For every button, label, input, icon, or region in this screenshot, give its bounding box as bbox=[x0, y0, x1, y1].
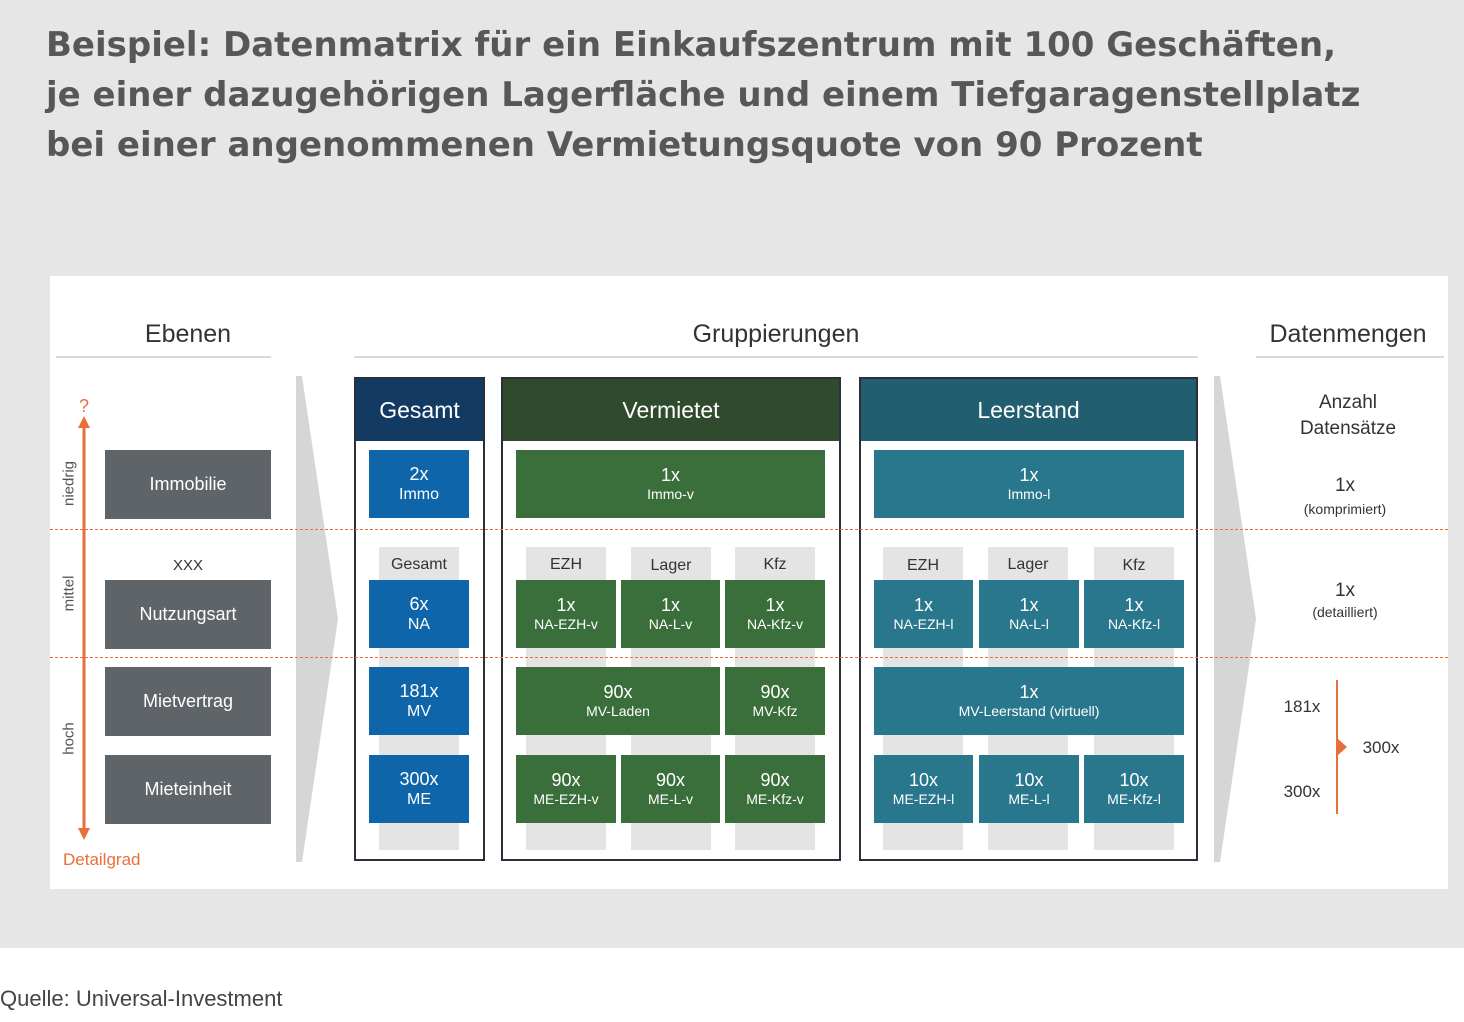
datenmengen-mv-count: 181x bbox=[1283, 697, 1321, 716]
datenmengen-total-count: 300x bbox=[1362, 738, 1400, 757]
level-nutzungsart: Nutzungsart bbox=[105, 580, 271, 649]
level-mietvertrag: Mietvertrag bbox=[105, 667, 271, 736]
chevron-arrow-left bbox=[296, 376, 338, 862]
cell-leerstand-na-ezh: 1x NA-EZH-l bbox=[874, 580, 973, 648]
page-title: Beispiel: Datenmatrix für ein Einkaufsze… bbox=[46, 20, 1426, 170]
datenmengen-me-count: 300x bbox=[1283, 782, 1321, 801]
cell-vermietet-immo: 1x Immo-v bbox=[516, 450, 825, 518]
title-line-1: Beispiel: Datenmatrix für ein Einkaufsze… bbox=[46, 25, 1336, 65]
cell-gesamt-immo: 2x Immo bbox=[369, 450, 469, 518]
cell-gesamt-na: 6x NA bbox=[369, 580, 469, 648]
title-line-3: bei einer angenommenen Vermietungsquote … bbox=[46, 125, 1203, 165]
group-gesamt-header: Gesamt bbox=[356, 379, 483, 441]
axis-label-niedrig: niedrig bbox=[60, 460, 78, 507]
separator-niedrig-mittel bbox=[50, 529, 1448, 530]
leerstand-col-lager: Lager bbox=[1007, 556, 1049, 573]
cell-vermietet-me-kfz: 90x ME-Kfz-v bbox=[725, 755, 825, 823]
cell-leerstand-me-kfz: 10x ME-Kfz-l bbox=[1084, 755, 1184, 823]
level-xxx-label: XXX bbox=[172, 557, 203, 574]
cell-gesamt-mv: 181x MV bbox=[369, 667, 469, 735]
cell-leerstand-immo: 1x Immo-l bbox=[874, 450, 1184, 518]
source-note: Quelle: Universal-Investment bbox=[0, 986, 283, 1011]
cell-leerstand-me-l: 10x ME-L-l bbox=[979, 755, 1079, 823]
level-immobilie: Immobilie bbox=[105, 450, 271, 519]
axis-arrow-icon bbox=[78, 416, 90, 840]
cell-vermietet-na-ezh: 1x NA-EZH-v bbox=[516, 580, 616, 648]
gesamt-column-label: Gesamt bbox=[390, 556, 447, 573]
cell-vermietet-me-l: 90x ME-L-v bbox=[621, 755, 720, 823]
header-gruppierungen: Gruppierungen bbox=[692, 320, 860, 348]
leerstand-col-ezh: EZH bbox=[907, 557, 939, 574]
datenmengen-bracket-arrow-icon bbox=[1336, 680, 1347, 814]
axis-label-mittel: mittel bbox=[60, 575, 78, 612]
cell-vermietet-na-l: 1x NA-L-v bbox=[621, 580, 720, 648]
datenmengen-row2-count: 1x bbox=[1334, 580, 1356, 601]
header-datenmengen-rule bbox=[1256, 356, 1444, 358]
cell-leerstand-na-l: 1x NA-L-l bbox=[979, 580, 1079, 648]
cell-leerstand-mv: 1x MV-Leerstand (virtuell) bbox=[874, 667, 1184, 735]
cell-leerstand-me-ezh: 10x ME-EZH-l bbox=[874, 755, 973, 823]
header-ebenen-rule bbox=[56, 356, 271, 358]
header-datenmengen: Datenmengen bbox=[1269, 320, 1427, 348]
datenmengen-row2-label: (detailliert) bbox=[1312, 604, 1378, 620]
cell-vermietet-me-ezh: 90x ME-EZH-v bbox=[516, 755, 616, 823]
cell-vermietet-mv-kfz: 90x MV-Kfz bbox=[725, 667, 825, 735]
axis-question-mark: ? bbox=[78, 396, 89, 416]
cell-vermietet-na-kfz: 1x NA-Kfz-v bbox=[725, 580, 825, 648]
cell-leerstand-na-kfz: 1x NA-Kfz-l bbox=[1084, 580, 1184, 648]
vermietet-col-kfz: Kfz bbox=[763, 556, 787, 573]
cell-vermietet-mv-laden: 90x MV-Laden bbox=[516, 667, 720, 735]
vermietet-col-ezh: EZH bbox=[550, 556, 582, 573]
header-gruppierungen-rule bbox=[354, 356, 1198, 358]
separator-mittel-hoch bbox=[50, 657, 1448, 658]
level-mieteinheit: Mieteinheit bbox=[105, 755, 271, 824]
header-ebenen: Ebenen bbox=[144, 320, 232, 348]
axis-label-hoch: hoch bbox=[60, 722, 78, 755]
title-line-2: je einer dazugehörigen Lagerfläche und e… bbox=[46, 75, 1361, 115]
cell-gesamt-me: 300x ME bbox=[369, 755, 469, 823]
group-leerstand-header: Leerstand bbox=[861, 379, 1196, 441]
datenmengen-anzahl-heading: Anzahl Datensätze bbox=[1299, 392, 1397, 439]
chevron-arrow-right bbox=[1214, 376, 1256, 862]
vermietet-col-lager: Lager bbox=[650, 557, 692, 574]
leerstand-col-kfz: Kfz bbox=[1122, 557, 1146, 574]
axis-detailgrad: Detailgrad bbox=[63, 850, 141, 869]
datenmengen-row1-count: 1x bbox=[1334, 475, 1356, 496]
datenmengen-row1-label: (komprimiert) bbox=[1303, 501, 1387, 517]
group-vermietet-header: Vermietet bbox=[503, 379, 839, 441]
